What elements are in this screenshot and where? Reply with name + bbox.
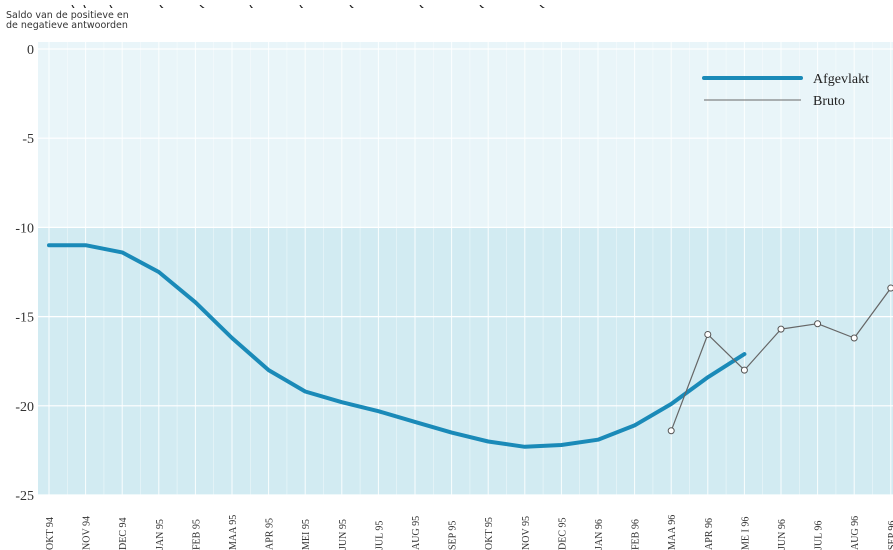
x-tick-label: JUL 96 — [814, 521, 825, 550]
legend-label-afgevlakt: Afgevlakt — [813, 72, 869, 87]
x-tick-label: MAA 96 — [667, 515, 678, 550]
x-tick-label: JUN 96 — [777, 519, 788, 550]
x-tick-label: OKT 95 — [484, 517, 495, 550]
x-tick-label: MAA 95 — [228, 515, 239, 550]
y-axis-title-line-2: de negatieve antwoorden — [6, 20, 128, 31]
y-axis-title-line-1: Saldo van de positieve en — [6, 10, 129, 21]
legend: Afgevlakt Bruto — [702, 72, 869, 109]
series-lines — [47, 243, 893, 449]
data-point-bruto — [850, 334, 858, 342]
y-tick-label: 0 — [27, 43, 34, 58]
series-line-afgevlakt — [47, 243, 747, 449]
data-point-bruto — [704, 330, 712, 338]
x-tick-label: FEB 96 — [631, 519, 642, 550]
x-tick-label: NOV 94 — [82, 516, 93, 550]
data-point-bruto — [777, 325, 785, 333]
x-tick-label: FEB 95 — [191, 519, 202, 550]
y-tick-label: -10 — [15, 221, 34, 236]
y-tick-label: -25 — [15, 489, 34, 504]
legend-label-bruto: Bruto — [813, 94, 845, 109]
x-tick-label: ME I 96 — [740, 517, 751, 550]
y-axis-ticks: 0 -5 -10 -15 -20 -25 — [15, 43, 34, 504]
x-tick-label: MEI 95 — [301, 519, 312, 550]
x-tick-label: NOV 95 — [521, 516, 532, 550]
x-tick-label: DEC 95 — [557, 518, 568, 550]
x-tick-label: DEC 94 — [118, 518, 129, 550]
x-tick-label: JUL 95 — [374, 521, 385, 550]
x-tick-label: JUN 95 — [338, 519, 349, 550]
x-tick-label: AUG 95 — [411, 516, 422, 550]
data-point-bruto — [887, 284, 893, 292]
y-tick-label: -15 — [15, 311, 34, 326]
plot-background — [38, 42, 893, 495]
data-point-bruto — [740, 366, 748, 374]
grid-lines — [38, 42, 893, 496]
plot-background-upper — [38, 42, 893, 228]
y-tick-label: -5 — [22, 132, 34, 147]
x-tick-label: APR 95 — [265, 518, 276, 550]
y-tick-label: -20 — [15, 400, 34, 415]
y-axis-title: Saldo van de positieve en de negatieve a… — [6, 11, 129, 31]
x-tick-label: SEP 96 — [887, 521, 893, 550]
x-tick-label: OKT 94 — [45, 517, 56, 550]
x-tick-label: JAN 95 — [155, 519, 166, 550]
plot-background-lower — [38, 227, 893, 495]
x-tick-label: APR 96 — [704, 518, 715, 550]
x-axis-ticks: OKT 94 NOV 94 DEC 94 JAN 95 FEB 95 MAA 95 APR … — [45, 515, 893, 550]
x-tick-label: SEP 95 — [448, 521, 459, 550]
x-tick-label: AUG 96 — [850, 516, 861, 550]
data-point-bruto — [814, 320, 822, 328]
data-point-bruto — [667, 427, 675, 435]
x-tick-label: JAN 96 — [594, 519, 605, 550]
